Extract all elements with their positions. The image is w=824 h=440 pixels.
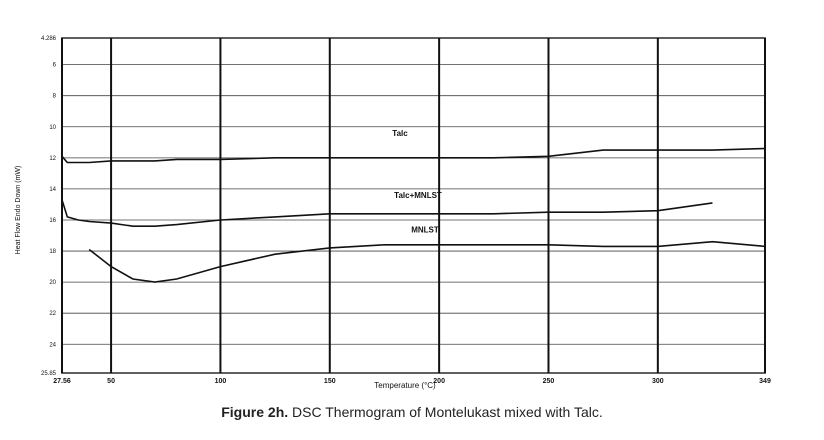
y-tick-label: 18 (49, 249, 56, 255)
y-tick-label: 22 (49, 311, 56, 317)
series-label: MNLST (411, 225, 439, 234)
caption-label: Figure 2h. (221, 404, 289, 420)
data-line (61, 199, 713, 227)
series-label: Talc (392, 129, 408, 138)
y-axis-label: Heat Flow Endo Down (mW) (15, 166, 22, 255)
caption: Figure 2h. DSC Thermogram of Montelukast… (0, 404, 824, 420)
caption-text: DSC Thermogram of Montelukast mixed with… (288, 404, 603, 420)
y-tick-label: 6 (53, 63, 57, 69)
data-line (61, 147, 766, 164)
x-tick-label: 300 (652, 378, 664, 385)
x-tick-label: 250 (543, 378, 555, 385)
chart: Heat Flow Endo Down (mW) Temperature (°C… (15, 36, 771, 390)
y-tick-label: 4.286 (41, 36, 57, 42)
data-line (88, 240, 766, 283)
plot-frame (61, 37, 766, 374)
x-tick-label: 200 (433, 378, 445, 385)
y-tick-label: 16 (49, 218, 56, 224)
y-tick-label: 10 (49, 125, 56, 131)
x-tick-label: 150 (324, 378, 336, 385)
x-tick-label: 27.56 (53, 378, 71, 385)
series-label: Talc+MNLST (394, 191, 442, 200)
x-axis-label: Temperature (°C) (374, 381, 436, 390)
y-tick-label: 24 (49, 342, 56, 348)
y-tick-label: 20 (49, 280, 56, 286)
y-tick-label: 12 (49, 156, 56, 162)
y-tick-label: 8 (53, 94, 57, 100)
x-tick-label: 50 (107, 378, 115, 385)
x-tick-label: 349 (759, 378, 771, 385)
y-tick-label: 25.85 (41, 371, 57, 377)
y-tick-label: 14 (49, 187, 56, 193)
x-tick-label: 100 (215, 378, 227, 385)
